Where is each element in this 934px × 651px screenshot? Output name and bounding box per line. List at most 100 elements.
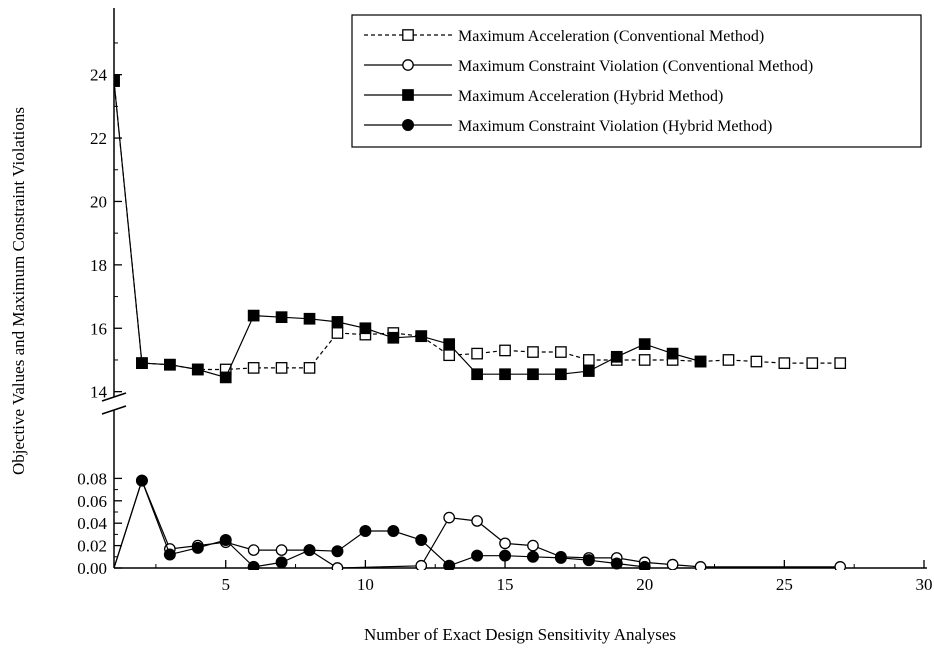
y-tick-label-lower: 0.02: [77, 537, 107, 556]
data-point-series-3: [219, 371, 232, 384]
data-point-series-3: [555, 368, 567, 381]
legend-marker: [402, 29, 414, 41]
data-point-series-2: [275, 544, 288, 556]
x-tick-label: 5: [221, 575, 230, 594]
data-point-series-4: [638, 560, 651, 570]
y-tick-label-upper: 14: [90, 383, 108, 402]
data-point-series-2: [443, 511, 456, 524]
data-point-series-2: [499, 537, 511, 550]
legend-label: Maximum Constraint Violation (Hybrid Met…: [458, 118, 772, 135]
data-point-series-1: [806, 357, 819, 369]
data-point-series-1: [331, 327, 344, 339]
x-tick-label: 15: [497, 575, 514, 594]
data-point-series-3: [638, 338, 651, 350]
y-tick-label-upper: 16: [90, 319, 107, 338]
data-point-series-4: [359, 525, 372, 538]
y-tick-label-upper: 20: [90, 192, 107, 211]
data-point-series-4: [471, 549, 484, 562]
data-point-series-4: [219, 534, 232, 546]
series-line-1: [114, 80, 841, 371]
data-point-series-4: [499, 549, 512, 562]
y-tick-label-upper: 18: [90, 256, 107, 275]
data-point-series-1: [750, 355, 763, 368]
legend-label: Maximum Acceleration (Hybrid Method): [458, 88, 723, 105]
data-point-series-3: [610, 350, 623, 363]
legend-marker: [402, 89, 414, 101]
data-point-series-3: [136, 357, 148, 369]
data-point-series-3: [666, 347, 679, 360]
data-point-series-3: [247, 309, 260, 322]
data-point-series-4: [303, 544, 316, 557]
data-point-series-1: [303, 362, 316, 374]
data-point-series-3: [694, 355, 707, 368]
data-point-series-3: [443, 338, 456, 350]
data-point-series-3: [275, 311, 288, 324]
data-point-series-1: [834, 357, 847, 369]
data-point-series-1: [555, 346, 567, 358]
legend-label: Maximum Acceleration (Conventional Metho…: [458, 28, 764, 45]
data-point-series-1: [722, 354, 735, 366]
data-point-series-1: [471, 347, 483, 360]
data-point-series-4: [554, 551, 567, 564]
data-point-series-3: [387, 331, 400, 344]
x-tick-label: 20: [636, 575, 653, 594]
x-tick-label: 30: [916, 575, 933, 594]
data-point-series-4: [331, 545, 344, 558]
data-point-series-4: [526, 550, 539, 563]
legend-label: Maximum Constraint Violation (Convention…: [458, 58, 813, 75]
y-tick-label-lower: 0.00: [77, 559, 107, 578]
data-point-series-3: [164, 358, 176, 371]
data-point-series-3: [527, 368, 539, 381]
x-axis-title: Number of Exact Design Sensitivity Analy…: [364, 625, 676, 644]
series-line-3: [114, 80, 701, 379]
data-point-series-3: [114, 75, 120, 87]
axis-break-mark: [101, 405, 127, 415]
y-axis-title: Objective Values and Maximum Constraint …: [9, 107, 28, 475]
data-point-series-2: [331, 562, 344, 570]
legend-marker: [402, 59, 414, 71]
data-point-series-3: [359, 322, 372, 335]
data-point-series-4: [247, 560, 260, 570]
data-point-series-2: [834, 561, 847, 570]
series-lower-group: [114, 474, 847, 570]
data-point-series-1: [499, 344, 511, 357]
data-point-series-4: [191, 541, 204, 554]
data-point-series-2: [666, 558, 679, 570]
data-point-series-3: [331, 316, 344, 328]
x-tick-label: 25: [776, 575, 793, 594]
data-point-series-3: [471, 368, 483, 381]
data-point-series-1: [582, 354, 595, 366]
y-tick-label-lower: 0.06: [77, 492, 107, 511]
data-point-series-1: [778, 357, 791, 369]
axes: 5 10 15 20 25 30 14 16 18 20 22 24 0.00 0.02 0.04 0.06 0…: [77, 8, 933, 594]
data-point-series-1: [275, 362, 288, 374]
legend: Maximum Acceleration (Conventional Metho…: [351, 14, 922, 148]
data-point-series-1: [527, 346, 539, 358]
data-point-series-4: [135, 474, 148, 487]
data-point-series-2: [694, 561, 707, 570]
y-tick-label-upper: 24: [90, 66, 108, 85]
y-tick-label-lower: 0.08: [77, 469, 107, 488]
data-point-series-1: [247, 362, 260, 374]
data-point-series-2: [471, 515, 483, 527]
series-upper-group: [114, 75, 847, 384]
data-point-series-4: [582, 554, 595, 567]
data-point-series-4: [387, 525, 400, 538]
data-point-series-4: [610, 557, 623, 570]
data-point-series-4: [275, 556, 288, 569]
data-point-series-3: [499, 368, 511, 381]
data-point-series-3: [415, 330, 428, 343]
data-point-series-1: [638, 354, 651, 366]
data-point-series-4: [415, 534, 428, 546]
data-point-series-3: [303, 312, 316, 325]
legend-marker: [402, 119, 414, 131]
data-point-series-2: [415, 559, 428, 570]
data-point-series-4: [163, 548, 176, 561]
axis-break-mark: [101, 392, 127, 402]
y-tick-label-upper: 22: [90, 129, 107, 148]
data-point-series-4: [443, 559, 456, 570]
data-point-series-2: [247, 544, 260, 556]
x-tick-label: 10: [357, 575, 374, 594]
data-point-series-2: [527, 539, 539, 552]
